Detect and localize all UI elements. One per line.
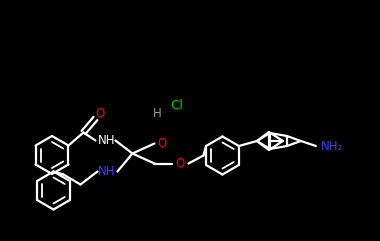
Text: Cl: Cl (170, 99, 183, 112)
Text: H: H (153, 107, 162, 120)
Text: NH: NH (98, 134, 115, 147)
Text: O: O (176, 157, 185, 170)
Text: NH₂: NH₂ (321, 140, 343, 153)
Text: O: O (158, 137, 167, 150)
Text: NH: NH (98, 165, 115, 178)
Text: O: O (96, 107, 105, 120)
